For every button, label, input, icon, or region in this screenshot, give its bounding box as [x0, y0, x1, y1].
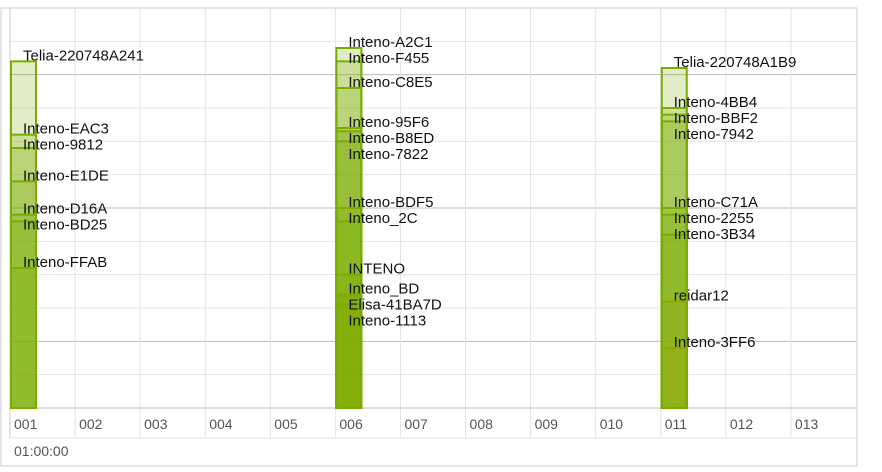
x-tick-label: 011	[665, 416, 688, 432]
x-tick-label: 012	[730, 416, 754, 432]
network-label: Elisa-41BA7D	[348, 297, 442, 314]
network-label: Inteno_BD	[348, 281, 419, 298]
network-bar	[335, 87, 363, 409]
x-tick-label: 002	[79, 416, 103, 432]
network-label: Inteno-3FF6	[674, 334, 756, 351]
network-label: Telia-220748A1B9	[674, 54, 797, 71]
x-tick-label: 007	[404, 416, 428, 432]
network-bar	[335, 293, 363, 409]
network-label: Inteno-BBF2	[674, 110, 758, 127]
x-tick-label: 005	[274, 416, 298, 432]
network-label: Inteno-EAC3	[23, 121, 109, 138]
network-label: reidar12	[674, 287, 729, 304]
x-tick-label: 008	[470, 416, 494, 432]
network-label: INTENO	[348, 261, 405, 278]
network-label: Inteno-A2C1	[348, 34, 432, 51]
network-label: Inteno-95F6	[348, 114, 429, 131]
x-tick-label: 001	[14, 416, 38, 432]
network-bar	[10, 60, 37, 409]
network-label: Telia-220748A241	[23, 47, 144, 64]
network-label: Inteno-D16A	[23, 201, 107, 218]
network-label: Inteno-3B34	[674, 226, 756, 243]
network-bar	[10, 147, 37, 409]
network-label: Inteno-E1DE	[23, 167, 109, 184]
network-label: Inteno-C71A	[674, 194, 758, 211]
network-label: Inteno-7942	[674, 126, 754, 143]
x-tick-label: 003	[144, 416, 168, 432]
network-label: Inteno-7822	[348, 146, 428, 163]
network-label: Inteno-BDF5	[348, 194, 433, 211]
x-tick-label: 006	[339, 416, 363, 432]
x-tick-label: 004	[209, 416, 233, 432]
chart-frame	[0, 7, 858, 467]
network-bar	[335, 47, 363, 409]
network-label: Inteno_2C	[348, 210, 417, 227]
network-bar	[10, 180, 37, 409]
network-label: Inteno-1113	[348, 313, 426, 330]
network-bar	[660, 67, 688, 409]
network-label: Inteno-BD25	[23, 217, 107, 234]
network-bar	[660, 213, 688, 409]
network-bar	[335, 207, 363, 409]
x-tick-label: 009	[535, 416, 559, 432]
network-label: Inteno-C8E5	[348, 74, 432, 91]
network-label: Inteno-B8ED	[348, 130, 434, 147]
network-label: Inteno-9812	[23, 137, 103, 154]
network-bar	[660, 113, 688, 410]
network-label: Inteno-F455	[348, 50, 429, 67]
x-tick-label: 013	[795, 416, 819, 432]
x-tick-label: 010	[600, 416, 624, 432]
time-label: 01:00:00	[14, 443, 69, 459]
network-label: Inteno-4BB4	[674, 94, 757, 111]
network-label: Inteno-2255	[674, 210, 754, 227]
network-label: Inteno-FFAB	[23, 254, 107, 271]
